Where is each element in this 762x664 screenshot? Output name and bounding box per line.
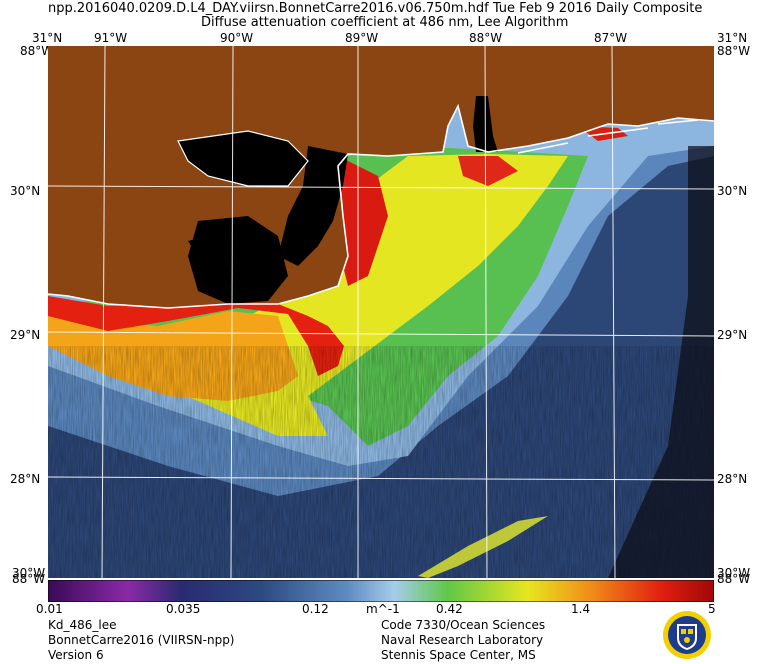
colorbar-label-042: 0.42 <box>436 602 463 616</box>
footer-version: Version 6 <box>48 648 104 662</box>
colorbar-label-max: 5 <box>708 602 716 616</box>
footer-dataset: BonnetCarre2016 (VIIRSN-npp) <box>48 633 235 647</box>
colorbar-label-0035: 0.035 <box>166 602 201 616</box>
coastal-red <box>48 296 344 376</box>
graticule <box>48 46 714 578</box>
map-title-product: Diffuse attenuation coefficient at 486 n… <box>201 15 569 30</box>
lat-label-29n-right: 29°N <box>717 328 748 342</box>
corner-label-bottom-right-a: 30°W <box>717 566 751 580</box>
southern-streak <box>418 516 548 578</box>
footer-lab: Naval Research Laboratory <box>381 633 544 647</box>
lon-label-89w: 89°W <box>345 31 379 45</box>
lake-pontchartrain <box>178 131 308 186</box>
lon-label-90w: 90°W <box>220 31 254 45</box>
nrl-seal-icon <box>663 611 711 659</box>
colorbar <box>48 580 714 602</box>
lat-label-28n-left: 28°N <box>10 472 41 486</box>
lake-borgne <box>278 146 348 266</box>
lat-label-28n-right: 28°N <box>717 472 748 486</box>
corner-label-top-left: 88°W <box>20 44 54 58</box>
lon-label-corner-right: 31°N <box>717 31 748 45</box>
coastline <box>48 103 714 309</box>
footer-product: Kd_486_lee <box>48 618 117 632</box>
barrier-islands <box>517 119 699 154</box>
satellite-map <box>48 46 714 578</box>
sensor-noise <box>48 346 714 578</box>
corner-label-bottom-right-b: 88°W <box>717 572 751 586</box>
colorbar-label-14: 1.4 <box>571 602 591 616</box>
corner-label-bottom-left-a: 30°W <box>12 566 46 580</box>
lon-label-corner-left: 31°N <box>32 31 63 45</box>
colorbar-unit: m^-1 <box>366 602 400 616</box>
lat-label-29n-left: 29°N <box>10 328 41 342</box>
lon-label-88w: 88°W <box>469 31 503 45</box>
footer-code: Code 7330/Ocean Sciences <box>381 618 546 632</box>
small-lake <box>188 236 218 256</box>
lon-label-87w: 87°W <box>594 31 628 45</box>
no-data-band <box>608 146 714 578</box>
coastal-red-mobile <box>458 156 518 186</box>
coastal-red-east <box>338 156 388 286</box>
lat-label-30n-right: 30°N <box>717 184 748 198</box>
corner-label-bottom-left-b: 88°W <box>12 572 46 586</box>
colorbar-label-min: 0.01 <box>36 602 63 616</box>
corner-label-top-right: 88°W <box>717 44 751 58</box>
map-title-filename: npp.2016040.0209.D.L4_DAY.viirsn.BonnetC… <box>48 1 703 16</box>
lat-label-30n-left: 30°N <box>10 184 41 198</box>
colorbar-label-012: 0.12 <box>302 602 329 616</box>
colorbar-gradient <box>48 580 714 602</box>
lake-shore <box>177 130 309 187</box>
footer-location: Stennis Space Center, MS <box>381 648 536 662</box>
lon-label-91w: 91°W <box>94 31 128 45</box>
delta-marsh <box>188 216 288 304</box>
